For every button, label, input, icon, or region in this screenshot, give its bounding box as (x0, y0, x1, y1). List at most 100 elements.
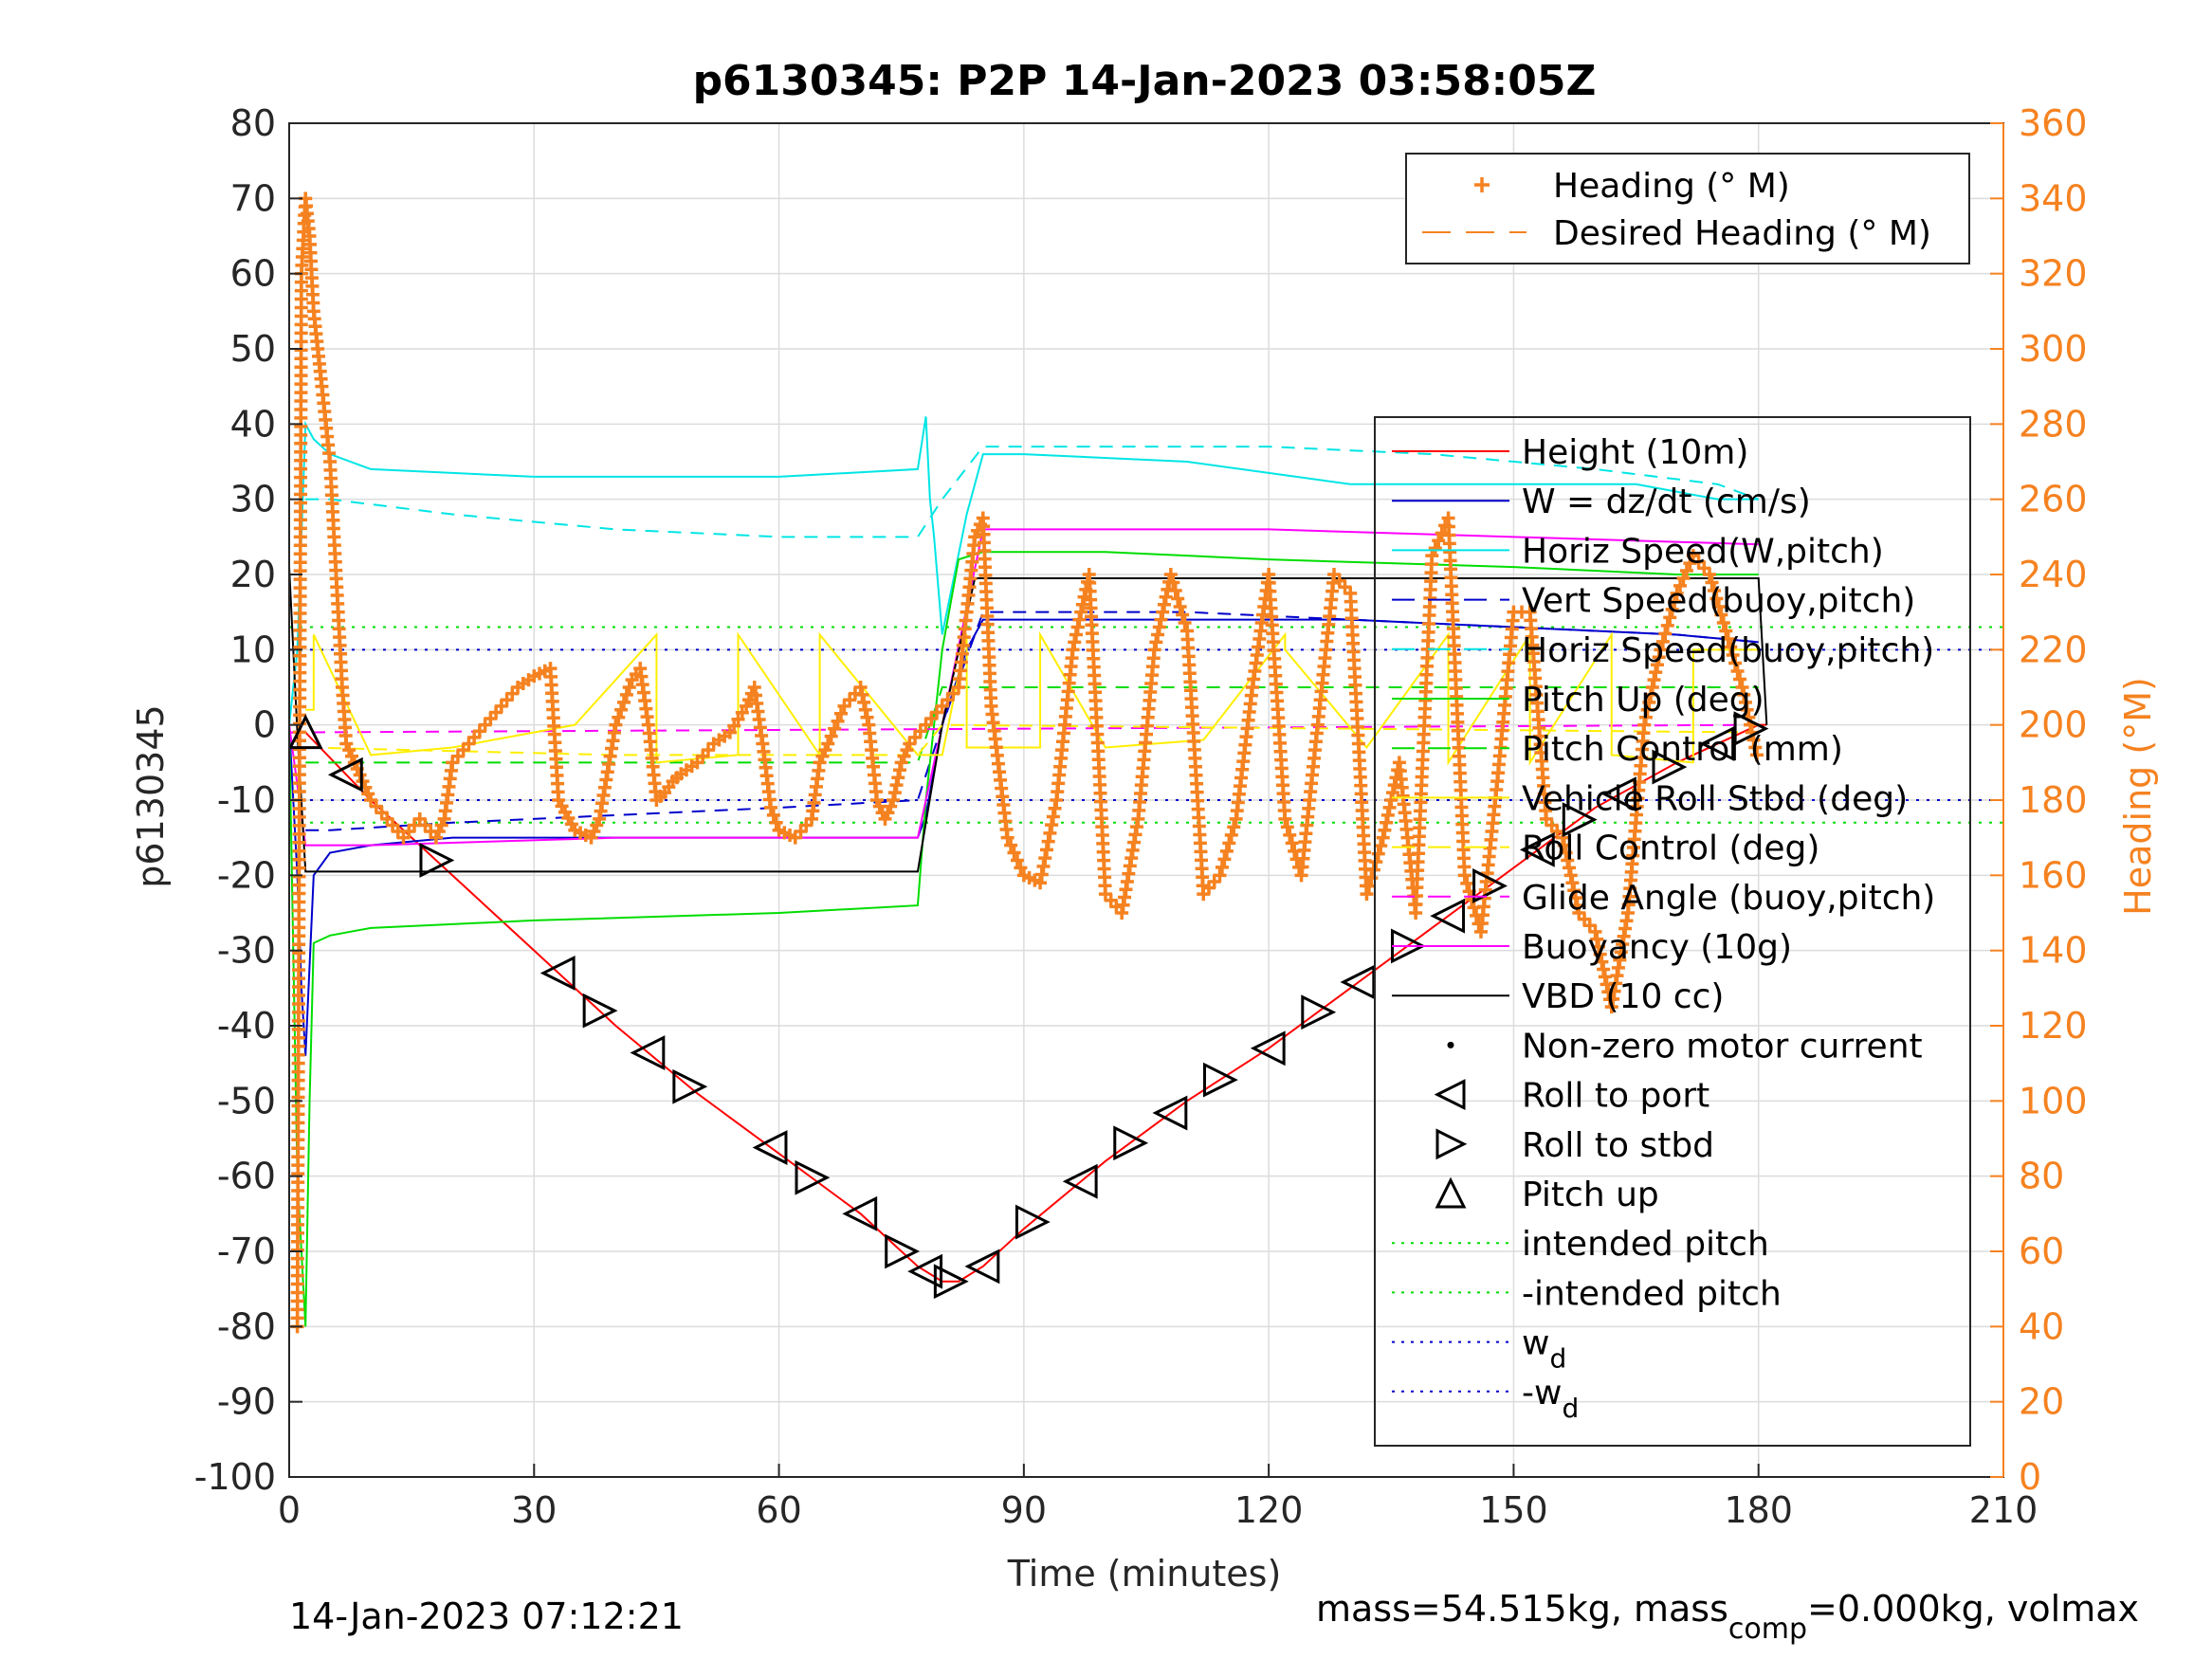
heading-marker (968, 530, 982, 544)
heading-marker (834, 706, 849, 720)
roll-marker (630, 1035, 666, 1070)
heading-marker (431, 825, 446, 839)
series-line (288, 528, 1759, 847)
heading-marker (1709, 592, 1724, 606)
legend-label: intended pitch (1522, 1225, 1769, 1264)
heading-marker (1658, 627, 1673, 641)
x-tick-label: 30 (511, 1489, 557, 1531)
roll-marker (1472, 868, 1508, 903)
heading-marker (609, 718, 623, 732)
heading-marker (1749, 748, 1764, 762)
heading-marker (1425, 549, 1439, 563)
y2-tick-label: 0 (2019, 1456, 2041, 1498)
roll-marker (885, 1233, 921, 1269)
heading-marker (824, 729, 838, 743)
heading-marker (1217, 852, 1232, 866)
heading-marker (1724, 640, 1738, 654)
x-tick-label: 0 (278, 1489, 301, 1531)
heading-marker (342, 743, 356, 757)
roll-marker (907, 1253, 943, 1289)
y-axis-ticks: -100-90-80-70-60-50-40-30-20-10010203040… (194, 102, 302, 1498)
legend-label: Horiz Speed(W,pitch) (1522, 532, 1884, 571)
heading-marker (1660, 618, 1674, 632)
heading-marker (1364, 871, 1379, 885)
y2-tick-label: 80 (2019, 1156, 2064, 1197)
heading-marker (1007, 846, 1021, 860)
y-tick-label: 70 (230, 177, 276, 219)
roll-marker (1519, 831, 1555, 867)
roll-marker (1562, 802, 1598, 838)
y2-tick-label: 20 (2019, 1381, 2064, 1423)
heading-marker (818, 743, 832, 757)
y2-tick-label: 360 (2019, 102, 2088, 144)
heading-marker (1716, 616, 1730, 629)
legend-main-box (1374, 416, 1971, 1447)
heading-marker (831, 714, 845, 728)
heading-marker (878, 811, 892, 826)
legend-label-sub: d (1562, 1393, 1579, 1424)
heading-marker (1004, 838, 1018, 852)
heading-marker (1721, 632, 1735, 646)
y-tick-label: 30 (230, 479, 276, 520)
heading-markers (290, 191, 1764, 1334)
heading-marker (590, 818, 604, 832)
heading-marker (1173, 600, 1187, 613)
y2-tick-label: 340 (2019, 177, 2088, 219)
legend-top-box (1405, 153, 1970, 264)
series-line (305, 686, 1759, 764)
roll-marker (539, 956, 576, 991)
heading-marker (1171, 592, 1185, 606)
heading-marker (1679, 564, 1693, 578)
heading-marker (900, 743, 914, 757)
legend-swatch (1474, 177, 1490, 192)
heading-marker (1168, 584, 1182, 597)
y2-tick-label: 40 (2019, 1305, 2064, 1347)
y-tick-label: -40 (217, 1005, 276, 1047)
y2-tick-label: 200 (2019, 704, 2088, 746)
roll-marker (964, 1249, 1000, 1285)
roll-marker (1340, 964, 1376, 1000)
heading-marker (1215, 860, 1229, 874)
roll-marker (1652, 749, 1688, 785)
heading-marker (584, 830, 598, 845)
roll-marker (582, 993, 618, 1029)
heading-marker (1285, 836, 1299, 850)
heading-marker (1728, 656, 1743, 670)
y-tick-label: -20 (217, 854, 276, 896)
heading-marker (1714, 608, 1728, 622)
series-line (288, 723, 1759, 734)
series-line (288, 551, 1759, 1327)
heading-marker (821, 737, 835, 751)
roll-marker (933, 1264, 969, 1300)
legend-label: Vehicle Roll Stbd (deg) (1522, 779, 1908, 818)
y-tick-label: 10 (230, 629, 276, 670)
roll-markers (287, 711, 1769, 1300)
y-tick-label: 20 (230, 554, 276, 595)
legend-label: VBD (10 cc) (1522, 977, 1724, 1016)
heading-marker (353, 768, 367, 782)
y-tick-label: -80 (217, 1305, 276, 1347)
roll-marker (1301, 994, 1337, 1030)
heading-marker (1676, 571, 1691, 585)
x-tick-label: 120 (1234, 1489, 1304, 1531)
y2-tick-label: 300 (2019, 328, 2088, 370)
heading-marker (1371, 847, 1385, 861)
heading-marker (1654, 643, 1668, 657)
heading-marker (1178, 616, 1192, 629)
y-tick-label: 50 (230, 328, 276, 370)
heading-marker (828, 721, 842, 736)
heading-marker (1673, 578, 1688, 592)
y2-tick-label: 120 (2019, 1005, 2088, 1047)
y2-tick-label: 320 (2019, 253, 2088, 295)
legend-label: Pitch Control (mm) (1522, 730, 1843, 769)
legend-swatch (1447, 1041, 1454, 1048)
heading-marker (1711, 600, 1726, 613)
heading-marker (897, 749, 911, 763)
heading-marker (1707, 584, 1721, 597)
heading-marker (1000, 830, 1015, 845)
heading-marker (1213, 868, 1227, 883)
legend-label: Roll to port (1522, 1077, 1709, 1116)
y-tick-label: 40 (230, 403, 276, 445)
series-line (305, 723, 1759, 757)
